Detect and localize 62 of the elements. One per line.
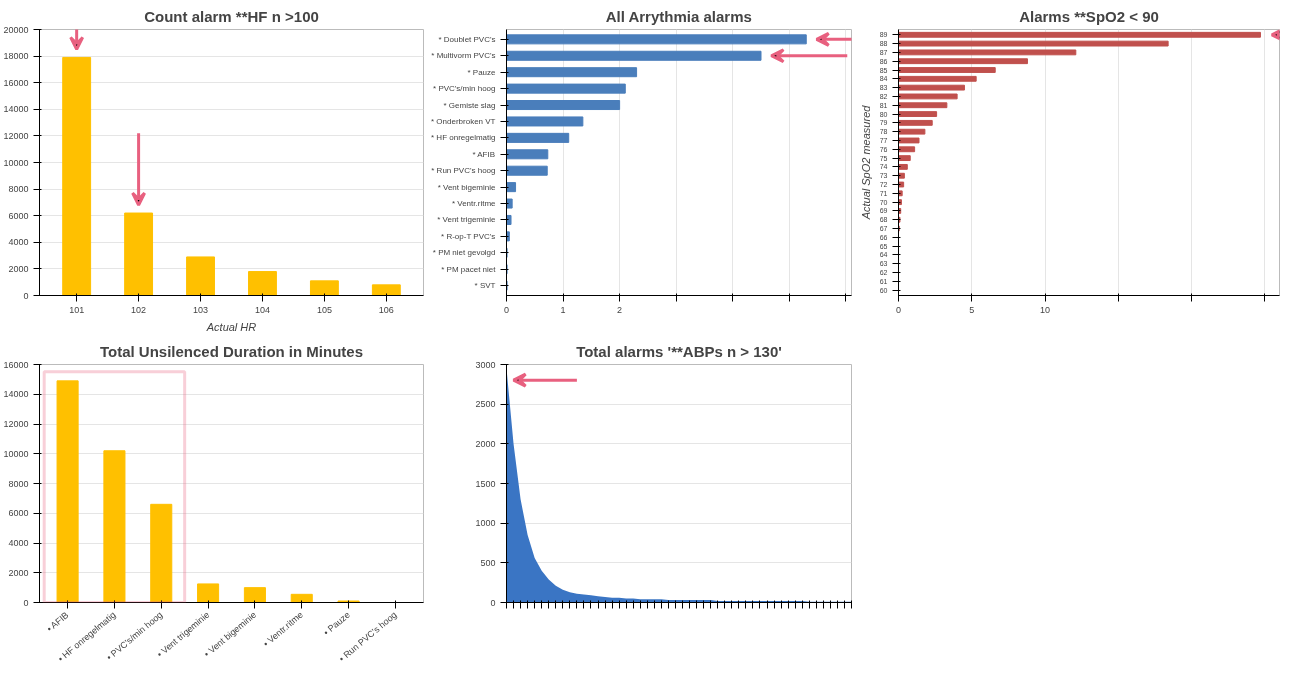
y-tick-label: 2000 <box>8 567 29 578</box>
y-tick-label: * HF onregelmatig <box>431 133 496 143</box>
y-tick-label: 4000 <box>8 538 29 548</box>
y-tick-label: * Vent trigeminie <box>437 215 497 225</box>
y-axis-title: Actual SpO2 measured <box>859 104 872 221</box>
y-tick-label: 16000 <box>3 359 29 370</box>
x-tick-label: 1 <box>560 304 566 315</box>
y-tick-label: 4000 <box>8 237 29 248</box>
chart-title: Total alarms '**ABPs n > 130' <box>576 342 782 360</box>
y-tick-label: 1000 <box>475 518 496 529</box>
y-tick-label: 10000 <box>3 157 29 168</box>
y-tick-label: 6000 <box>8 210 29 221</box>
x-tick-label: 102 <box>131 304 147 315</box>
x-tick-label: 104 <box>254 304 270 315</box>
y-tick-label: 12000 <box>3 419 29 429</box>
x-tick-label: 10 <box>1040 304 1051 315</box>
x-tick-label: 0 <box>896 304 902 315</box>
y-tick-label: * Run PVC's hoog <box>431 166 496 176</box>
y-tick-label: * SVT <box>474 281 496 291</box>
y-tick-label: 2000 <box>475 438 496 449</box>
x-tick-label: 103 <box>193 304 209 315</box>
y-tick-label: 14000 <box>3 104 29 115</box>
y-tick-label: * Vent bigeminie <box>437 182 497 192</box>
y-tick-label: * PM niet gevolgd <box>432 248 496 258</box>
y-tick-label: 0 <box>490 597 496 608</box>
y-tick-label: 14000 <box>3 389 29 400</box>
y-tick-label: * AFIB <box>472 149 496 159</box>
y-tick-label: 0 <box>23 290 29 301</box>
y-tick-label: 6000 <box>8 508 29 519</box>
y-tick-label: 10000 <box>3 448 29 459</box>
x-tick-label: 2 <box>617 304 623 315</box>
y-tick-label: 16000 <box>3 77 29 88</box>
x-tick-label: 105 <box>316 304 332 315</box>
y-tick-label: 8000 <box>8 184 29 195</box>
y-tick-label: 3000 <box>475 359 496 370</box>
y-tick-label: 8000 <box>8 478 29 489</box>
chart-title: Total Unsilenced Duration in Minutes <box>99 342 364 360</box>
y-tick-label: * Doublet PVC's <box>438 34 496 44</box>
x-tick-label: 0 <box>504 304 510 315</box>
x-tick-label: 5 <box>969 304 975 315</box>
y-tick-label: 1500 <box>475 478 496 489</box>
y-tick-label: * Ventr.ritme <box>451 199 497 209</box>
y-tick-label: 500 <box>480 557 496 568</box>
y-tick-label: 12000 <box>3 130 29 141</box>
y-tick-label: * Onderbroken VT <box>431 116 496 126</box>
y-tick-label: * R-op-T PVC's <box>441 231 496 241</box>
y-tick-label: * Gemiste slag <box>443 100 496 110</box>
chart-title: Count alarm **HF n >100 <box>144 7 319 25</box>
chart-title: Alarms **SpO2 < 90 <box>1019 7 1159 25</box>
x-tick-label: 101 <box>69 304 85 315</box>
y-tick-label: 18000 <box>3 51 29 62</box>
y-tick-label: 2000 <box>8 263 29 274</box>
x-tick-label: 106 <box>378 304 394 315</box>
chart-title: All Arrythmia alarms <box>605 7 752 25</box>
y-tick-label: * Pauze <box>467 67 497 77</box>
y-tick-label: * Multivorm PVC's <box>431 51 496 61</box>
y-tick-label: 2500 <box>475 399 496 410</box>
y-tick-label: 0 <box>23 597 29 608</box>
y-tick-label: * PVC's/min hoog <box>433 84 496 94</box>
x-axis-title: Actual HR <box>205 320 257 333</box>
y-tick-label: * PM pacet niet <box>441 264 497 274</box>
y-tick-label: 20000 <box>3 24 29 35</box>
